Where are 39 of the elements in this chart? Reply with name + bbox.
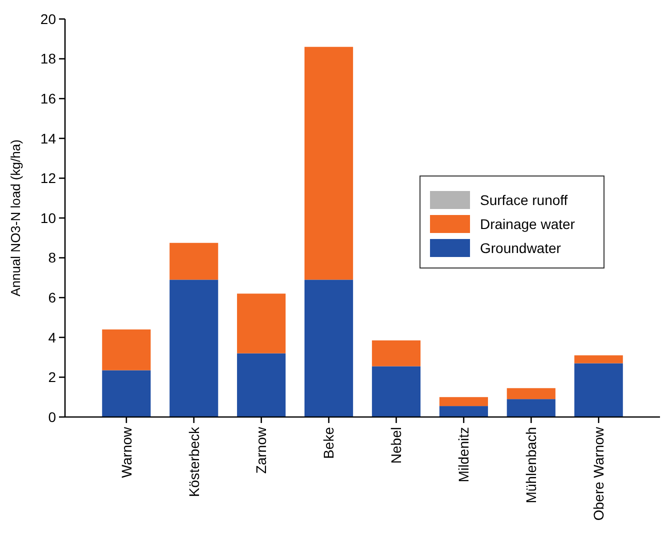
y-tick-label: 14 <box>40 130 56 146</box>
bar <box>237 294 286 354</box>
bar <box>170 242 218 280</box>
y-tick-label: 16 <box>40 90 56 106</box>
x-tick-label: Kösterbeck <box>186 426 202 498</box>
bar <box>102 370 151 417</box>
y-tick-label: 8 <box>48 250 56 266</box>
bar <box>506 388 556 400</box>
y-tick-label: 10 <box>40 210 56 226</box>
y-axis-title: Annual NO3-N load (kg/ha) <box>8 140 23 296</box>
x-tick-label: Warnow <box>118 426 134 478</box>
bar <box>574 363 623 417</box>
bar <box>372 340 421 366</box>
bar <box>506 399 556 417</box>
bar <box>574 355 623 364</box>
bar <box>439 406 488 417</box>
bar <box>439 397 488 406</box>
y-tick-label: 4 <box>48 329 56 346</box>
legend-label: Surface runoff <box>480 192 568 208</box>
y-tick-label: 12 <box>40 170 56 186</box>
x-tick-label: Obere Warnow <box>590 426 607 521</box>
x-tick-label: Mildenitz <box>456 427 472 482</box>
legend-label: Drainage water <box>480 216 576 232</box>
bar <box>304 280 354 417</box>
y-tick-label: 6 <box>48 290 56 306</box>
y-tick-label: 18 <box>40 50 56 67</box>
y-tick-label: 2 <box>48 369 56 386</box>
y-tick-label: 20 <box>40 10 56 27</box>
bar <box>304 46 354 280</box>
y-tick-label: 0 <box>48 408 56 425</box>
bar <box>237 353 286 417</box>
x-tick-label: Zarnow <box>253 426 270 474</box>
legend-label: Groundwater <box>480 240 562 256</box>
x-tick-label: Mühlenbach <box>523 427 540 504</box>
bar <box>170 280 218 417</box>
bar <box>372 366 421 417</box>
x-tick-label: Nebel <box>388 427 404 464</box>
x-tick-label: Beke <box>320 426 337 459</box>
bar <box>102 329 151 370</box>
